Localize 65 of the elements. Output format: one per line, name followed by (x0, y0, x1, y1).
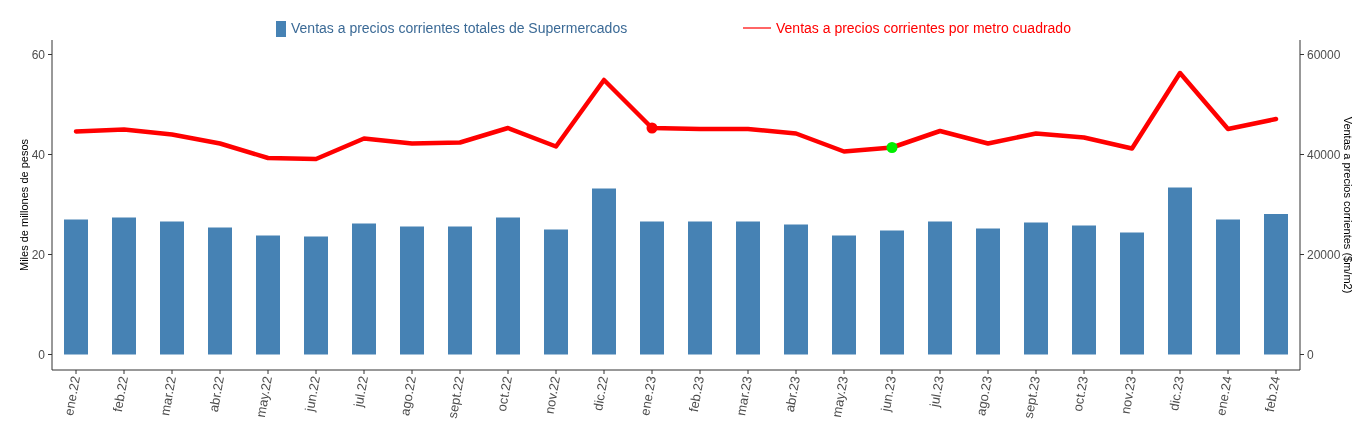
bar (976, 228, 1000, 355)
bar (880, 230, 904, 355)
x-tick-label: jul.23 (926, 374, 947, 410)
bar (832, 235, 856, 355)
bar (496, 217, 520, 355)
x-tick-label: ene.22 (61, 374, 83, 417)
y2-tick-label: 0 (1307, 347, 1314, 362)
y2-axis-title: Ventas a precios corrientes ($m/m2) (1342, 116, 1354, 294)
x-tick-label: feb.23 (685, 374, 707, 414)
x-tick-label: ago.22 (397, 374, 419, 417)
x-tick-label: dic.22 (590, 374, 611, 412)
bar (1120, 232, 1144, 355)
bar (736, 221, 760, 355)
bar (112, 217, 136, 355)
x-tick-label: dic.23 (1166, 374, 1187, 412)
bar (160, 221, 184, 355)
legend-label: Ventas a precios corrientes totales de Supermercados (291, 19, 628, 36)
x-tick-label: oct.23 (1070, 374, 1091, 413)
y-tick-label: 60 (31, 47, 46, 62)
bar (928, 221, 952, 355)
x-tick-label: ene.23 (637, 374, 659, 417)
x-tick-label: jul.22 (350, 374, 371, 410)
x-tick-label: may.23 (828, 374, 851, 419)
bar (688, 221, 712, 355)
bar (448, 226, 472, 355)
y2-tick-label: 40000 (1307, 147, 1341, 162)
bar (544, 229, 568, 355)
x-tick-label: mar.22 (157, 374, 179, 417)
x-tick-label: jun.23 (877, 374, 899, 414)
bar (64, 219, 88, 355)
bar (400, 226, 424, 355)
bar (352, 223, 376, 355)
x-tick-label: feb.24 (1261, 374, 1283, 414)
x-tick-label: nov.22 (541, 374, 563, 416)
line-series (73, 70, 1279, 162)
x-tick-label: may.22 (252, 374, 275, 419)
bar (256, 235, 280, 355)
bar (1216, 219, 1240, 355)
x-tick-label: nov.23 (1117, 374, 1139, 416)
bar (1024, 222, 1048, 355)
bar (208, 227, 232, 355)
y-axis-title: Miles de millones de pesos (18, 138, 30, 272)
y2-tick-label: 20000 (1307, 247, 1341, 262)
x-tick-label: sept.23 (1020, 374, 1043, 420)
bar (1168, 187, 1192, 355)
legend-label: Ventas a precios corrientes por metro cuadrado (776, 19, 1072, 36)
x-tick-label: sept.22 (444, 374, 467, 420)
bar (784, 224, 808, 355)
bar (304, 236, 328, 355)
y2-tick-label: 60000 (1307, 47, 1341, 62)
x-tick-label: oct.22 (494, 374, 515, 413)
bar (592, 188, 616, 355)
x-tick-label: abr.23 (781, 374, 803, 414)
x-tick-label: ago.23 (973, 374, 995, 417)
y-tick-label: 20 (31, 247, 46, 262)
x-tick-label: jun.22 (301, 374, 323, 414)
x-tick-label: feb.22 (109, 374, 131, 414)
x-tick-label: ene.24 (1213, 374, 1235, 417)
bar (1072, 225, 1096, 355)
bar (1264, 214, 1288, 355)
y-tick-label: 40 (31, 147, 46, 162)
y-tick-label: 0 (38, 347, 46, 362)
bar (640, 221, 664, 355)
x-tick-label: mar.23 (733, 374, 755, 417)
x-tick-label: abr.22 (205, 374, 227, 414)
